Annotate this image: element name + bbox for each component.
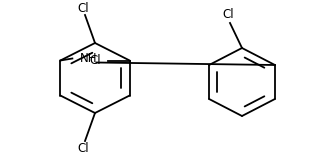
Text: Cl: Cl (77, 142, 89, 155)
Text: Cl: Cl (77, 2, 89, 15)
Text: NH: NH (80, 52, 98, 65)
Text: Cl: Cl (222, 9, 234, 22)
Text: Cl: Cl (90, 54, 101, 67)
